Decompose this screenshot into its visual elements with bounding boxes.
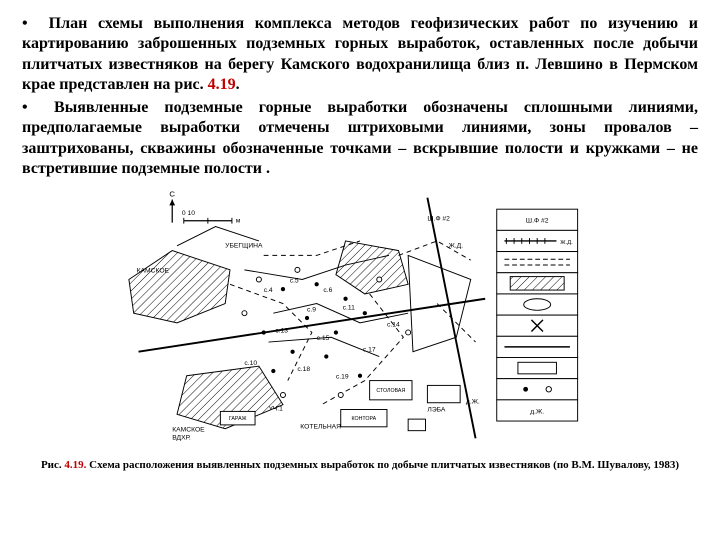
figure-container: СТОЛОВАЯ КОНТОРА ГАРАЖ КАМСКОЕ УБЕГЩИНА Ш.Ф #…: [22, 188, 698, 472]
svg-text:с.9: с.9: [307, 306, 316, 313]
svg-text:ВДХР.: ВДХР.: [172, 434, 191, 441]
figure-caption: Рис. 4.19. Схема расположения выявленных…: [22, 459, 698, 472]
svg-text:Ш.Ф #2: Ш.Ф #2: [526, 217, 549, 224]
svg-text:с.13: с.13: [275, 327, 288, 334]
svg-text:УЧ.1: УЧ.1: [269, 405, 284, 412]
svg-text:ЛЭБА: ЛЭБА: [427, 406, 446, 413]
svg-text:с.10: с.10: [244, 360, 257, 367]
caption-prefix: Рис.: [41, 459, 64, 471]
bullet-icon: •: [22, 98, 38, 118]
svg-text:КОТЕЛЬНАЯ: КОТЕЛЬНАЯ: [300, 423, 341, 430]
svg-text:д.Ж.: д.Ж.: [466, 398, 480, 405]
svg-text:С: С: [169, 189, 175, 198]
fig-ref-1: 4.19: [208, 76, 236, 93]
para2-text: Выявленные подземные горные выработки об…: [22, 99, 698, 177]
bullet-icon: •: [22, 14, 38, 34]
svg-text:ГАРАЖ: ГАРАЖ: [229, 416, 247, 422]
svg-text:с.4: с.4: [264, 287, 273, 294]
figure-diagram: СТОЛОВАЯ КОНТОРА ГАРАЖ КАМСКОЕ УБЕГЩИНА Ш.Ф #…: [110, 188, 610, 448]
paragraph-2: • Выявленные подземные горные выработки …: [22, 98, 698, 180]
svg-text:Ж.Д.: Ж.Д.: [449, 242, 464, 249]
svg-text:д.Ж.: д.Ж.: [530, 408, 544, 415]
svg-text:КАМСКОЕ: КАМСКОЕ: [137, 267, 170, 274]
svg-text:Ш.Ф #2: Ш.Ф #2: [427, 215, 450, 222]
svg-text:УБЕГЩИНА: УБЕГЩИНА: [225, 242, 263, 249]
paragraph-1: • План схемы выполнения комплекса методо…: [22, 14, 698, 96]
svg-text:м: м: [236, 217, 241, 224]
svg-text:с.14: с.14: [387, 321, 400, 328]
svg-text:КАМСКОЕ: КАМСКОЕ: [172, 426, 205, 433]
svg-text:0 10: 0 10: [182, 210, 195, 217]
svg-text:с.18: с.18: [297, 366, 310, 373]
svg-text:с.6: с.6: [323, 287, 332, 294]
svg-text:с.17: с.17: [363, 346, 376, 353]
svg-text:с.11: с.11: [343, 304, 355, 311]
svg-text:КОНТОРА: КОНТОРА: [351, 416, 376, 422]
caption-number: 4.19.: [64, 459, 86, 471]
svg-text:с.5: с.5: [290, 277, 299, 284]
para1-period: .: [236, 76, 240, 93]
svg-text:СТОЛОВАЯ: СТОЛОВАЯ: [376, 388, 405, 394]
para1-text: План схемы выполнения комплекса методов …: [22, 15, 698, 93]
svg-text:с.15: с.15: [317, 335, 330, 342]
caption-text: Схема расположения выявленных подземных …: [86, 459, 679, 471]
svg-text:с.19: с.19: [336, 373, 349, 380]
svg-text:Ж.Д.: Ж.Д.: [560, 240, 573, 246]
